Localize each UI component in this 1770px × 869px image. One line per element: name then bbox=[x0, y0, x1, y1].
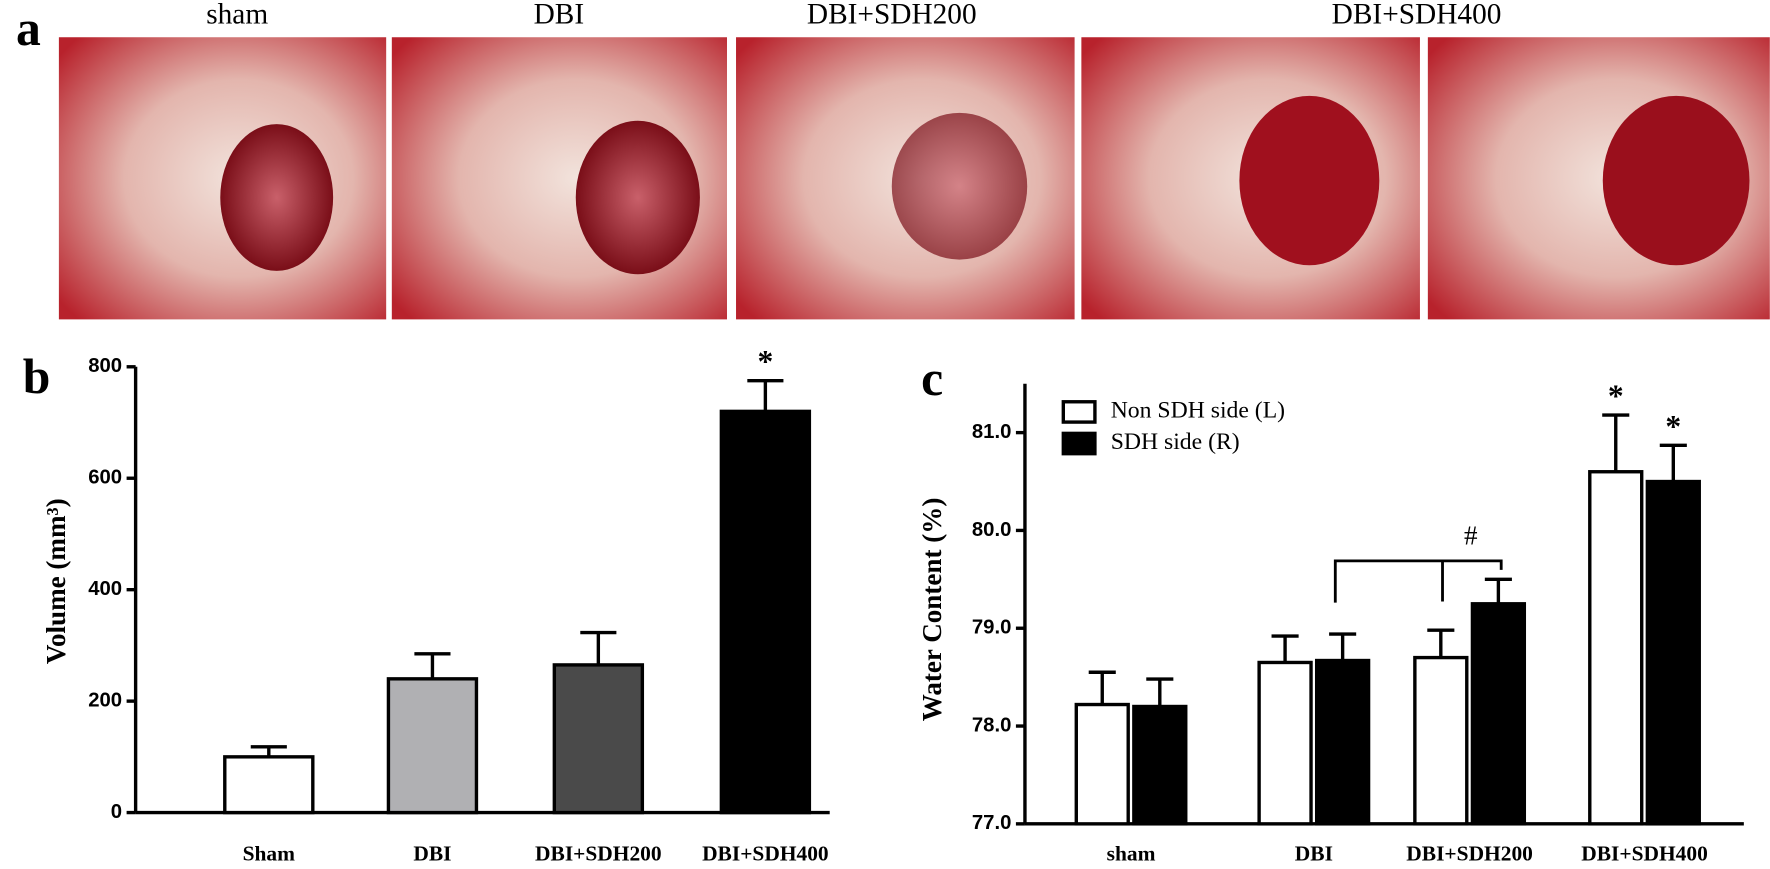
significance-mark: * bbox=[1665, 409, 1681, 444]
photo-label: sham bbox=[206, 0, 268, 31]
x-tick-label: DBI+SDH200 bbox=[1406, 841, 1533, 865]
y-tick-label: 0 bbox=[111, 801, 122, 823]
bar bbox=[1257, 660, 1313, 826]
x-tick-label: DBI+SDH200 bbox=[535, 841, 662, 865]
x-tick-label: Sham bbox=[243, 841, 296, 865]
x-tick-label: sham bbox=[1107, 841, 1156, 865]
bar bbox=[1132, 704, 1188, 826]
significance-mark: * bbox=[757, 344, 773, 379]
x-tick-label: DBI+SDH400 bbox=[702, 841, 829, 865]
y-axis-label: Water Content (%) bbox=[917, 498, 947, 722]
bar bbox=[1413, 655, 1469, 826]
y-tick-label: 79.0 bbox=[972, 617, 1012, 639]
bar bbox=[1074, 702, 1130, 826]
x-tick-label: DBI+SDH400 bbox=[1581, 841, 1708, 865]
y-tick-label: 600 bbox=[88, 467, 122, 489]
bar bbox=[1470, 602, 1527, 826]
bar bbox=[1314, 658, 1371, 826]
photo-detail bbox=[575, 120, 700, 275]
comparison-bracket bbox=[1333, 559, 1503, 603]
y-tick-label: 77.0 bbox=[972, 812, 1012, 834]
bar bbox=[719, 409, 812, 815]
legend-swatch bbox=[1061, 400, 1097, 424]
photo-detail bbox=[220, 124, 334, 271]
y-tick-label: 800 bbox=[88, 355, 122, 377]
panel-label: c bbox=[921, 351, 943, 406]
bar bbox=[1645, 479, 1701, 826]
panel-label: a bbox=[16, 1, 41, 56]
photo-label: DBI+SDH200 bbox=[807, 0, 977, 31]
photo-detail bbox=[891, 112, 1028, 260]
photo-label: DBI+SDH400 bbox=[1332, 0, 1502, 31]
x-tick-label: DBI bbox=[1295, 841, 1333, 865]
legend-label: Non SDH side (L) bbox=[1111, 397, 1285, 423]
legend-swatch bbox=[1061, 431, 1097, 456]
y-tick-label: 400 bbox=[88, 578, 122, 600]
y-tick-label: 78.0 bbox=[972, 714, 1012, 736]
photo-label: DBI bbox=[534, 0, 585, 31]
legend-label: SDH side (R) bbox=[1111, 429, 1240, 455]
significance-mark: * bbox=[1608, 378, 1624, 413]
photo-detail bbox=[1602, 95, 1750, 266]
photo-detail bbox=[1239, 95, 1380, 266]
y-axis-label: Volume (mm³) bbox=[41, 498, 71, 664]
panel-label: b bbox=[23, 349, 51, 404]
bar bbox=[1588, 470, 1644, 826]
photos bbox=[58, 37, 1770, 320]
y-tick-label: 81.0 bbox=[972, 421, 1012, 443]
bar bbox=[552, 663, 645, 815]
x-tick-label: DBI bbox=[413, 841, 451, 865]
comparison-label: # bbox=[1464, 521, 1478, 551]
bar bbox=[223, 755, 315, 815]
y-tick-label: 200 bbox=[88, 689, 122, 711]
y-tick-label: 80.0 bbox=[972, 519, 1012, 541]
bar bbox=[386, 677, 479, 815]
